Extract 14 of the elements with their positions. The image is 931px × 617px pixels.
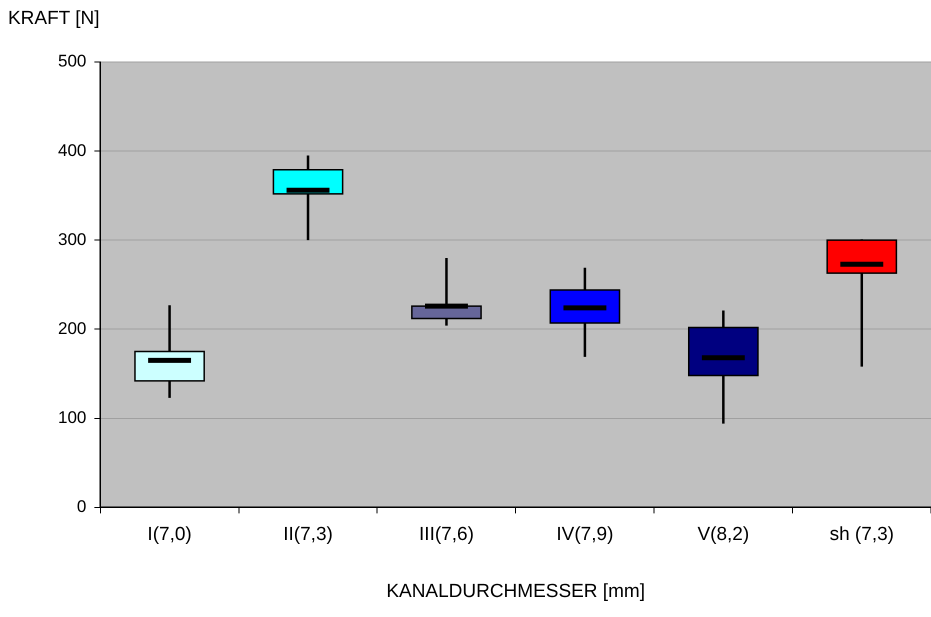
y-tick-label: 200 (58, 318, 86, 338)
y-tick-label: 300 (58, 230, 86, 249)
x-tick-label: III(7,6) (419, 524, 474, 546)
y-tick-label: 0 (76, 497, 86, 516)
y-axis-title: KRAFT [N] (8, 8, 100, 30)
x-axis-title: KANALDURCHMESSER [mm] (386, 580, 646, 602)
x-tick-label: I(7,0) (147, 524, 192, 546)
x-tick-label: V(8,2) (697, 524, 750, 546)
x-tick-label: sh (7,3) (830, 524, 894, 546)
y-tick-label: 500 (58, 52, 86, 71)
x-tick-label: II(7,3) (283, 524, 333, 546)
x-tick-label: IV(7,9) (556, 524, 614, 546)
y-tick-label: 100 (58, 408, 86, 428)
y-tick-label: 400 (58, 140, 86, 160)
